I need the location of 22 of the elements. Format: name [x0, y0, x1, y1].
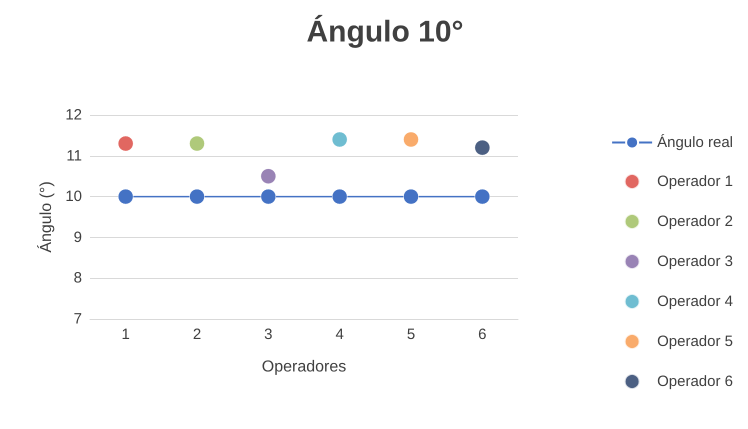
y-tick-label: 7	[74, 310, 82, 328]
legend-label: Operador 6	[657, 373, 734, 390]
x-tick-label: 5	[406, 326, 416, 343]
legend-label: Operador 5	[657, 333, 734, 350]
legend-label: Ángulo real	[657, 133, 734, 151]
x-tick-label: 2	[192, 326, 202, 343]
legend-label: Operador 2	[657, 213, 734, 230]
chart-title: Ángulo 10°	[306, 14, 464, 48]
x-tick-label: 3	[264, 326, 273, 343]
x-tick-label: 1	[121, 326, 130, 343]
y-tick-label: 9	[74, 228, 82, 246]
legend-label: Operador 3	[657, 253, 734, 270]
x-axis-title: Operadores	[262, 358, 346, 376]
y-tick-label: 12	[65, 106, 82, 124]
x-tick-label: 4	[335, 326, 344, 343]
y-axis-title: Ángulo (°)	[36, 181, 55, 253]
y-tick-label: 10	[65, 188, 82, 206]
x-tick-label: 6	[478, 326, 487, 343]
legend-label: Operador 4	[657, 293, 734, 310]
y-tick-label: 11	[66, 147, 82, 164]
y-tick-label: 8	[74, 270, 82, 287]
legend-label: Operador 1	[657, 173, 734, 190]
